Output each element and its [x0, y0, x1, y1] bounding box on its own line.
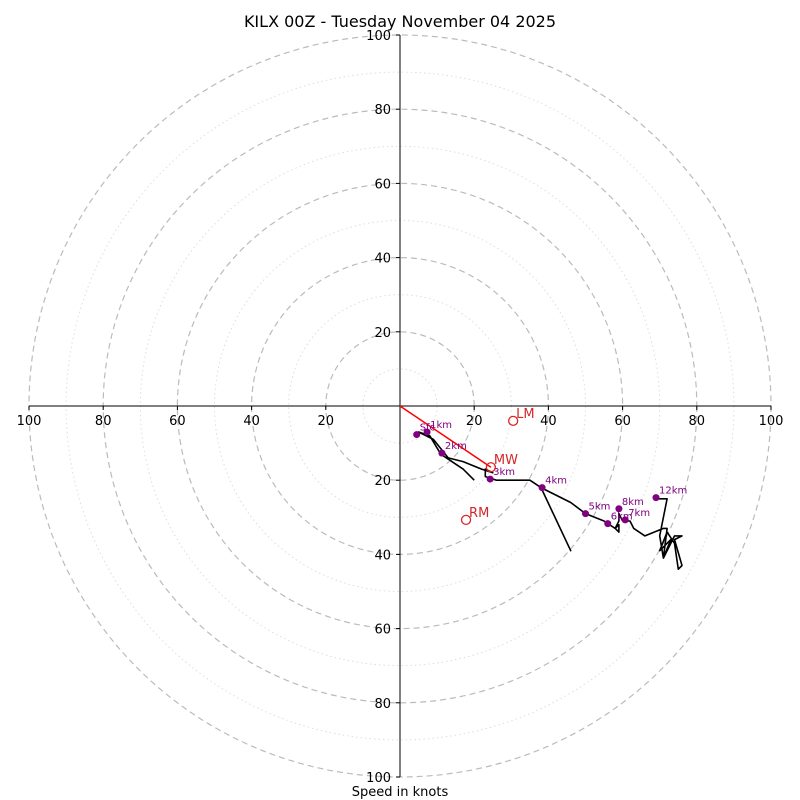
x-tick-label: 60 — [614, 414, 631, 429]
y-tick-label: 60 — [374, 623, 391, 638]
height-marker-6km — [604, 520, 612, 528]
x-tick-label: 60 — [169, 414, 186, 429]
hodograph-trace-layer — [417, 431, 683, 571]
x-tick-label: 80 — [689, 414, 706, 429]
tick-labels: 100 100 80 80 60 60 40 40 20 20 20 20 40 40 60 60 80 80 10… — [17, 29, 784, 786]
height-marker-5km — [582, 510, 589, 518]
height-marker-12km — [652, 494, 660, 502]
y-tick-label: 100 — [366, 771, 391, 786]
x-tick-label: 100 — [17, 414, 42, 429]
height-label-4km: 4km — [545, 476, 567, 487]
y-tick-label: 60 — [374, 177, 391, 192]
shear-vector-layer — [399, 405, 492, 468]
x-tick-label: 40 — [540, 414, 557, 429]
height-label-3km: 3km — [493, 467, 515, 478]
hodograph-trace — [417, 431, 683, 571]
height-label-5km: 5km — [589, 502, 611, 513]
chart-title: KILX 00Z - Tuesday November 04 2025 — [244, 12, 556, 31]
y-tick-label: 40 — [374, 252, 391, 267]
height-marker-sfc — [413, 431, 421, 439]
y-tick-label: 80 — [374, 697, 391, 712]
x-tick-label: 40 — [243, 414, 260, 429]
height-label-sfc: Sfc — [420, 423, 435, 434]
shear-vector-line — [399, 405, 492, 468]
height-marker-1km — [423, 428, 431, 436]
height-label-12km: 12km — [659, 486, 687, 497]
storm-motion-lm-marker — [508, 415, 519, 426]
height-label-8km: 8km — [622, 497, 644, 508]
storm-motion-rm-label: RM — [469, 506, 489, 521]
storm-motion-mw-marker — [485, 462, 497, 473]
storm-motion-rm-marker — [460, 514, 472, 526]
height-marker-3km — [486, 475, 494, 483]
height-label-7km: 7km — [628, 508, 650, 519]
height-marker-4km — [538, 484, 546, 492]
y-tick-label: 20 — [374, 326, 391, 341]
height-marker-8km — [615, 505, 623, 513]
height-label-1km: 1km — [430, 420, 452, 431]
x-tick-label: 100 — [759, 414, 784, 429]
height-marker-7km — [621, 516, 629, 524]
y-tick-label: 100 — [366, 29, 391, 44]
x-tick-label: 80 — [95, 414, 112, 429]
storm-motion-mw-label: MW — [494, 453, 518, 468]
storm-motion-markers: LM MW RM — [460, 407, 535, 526]
y-tick-label: 80 — [374, 103, 391, 118]
storm-motion-lm-label: LM — [516, 407, 534, 422]
x-tick-label: 20 — [318, 414, 335, 429]
y-tick-label: 20 — [374, 474, 391, 489]
height-label-2km: 2km — [445, 441, 467, 452]
y-tick-label: 40 — [374, 548, 391, 563]
x-tick-label: 20 — [466, 414, 483, 429]
x-axis-label: Speed in knots — [352, 785, 449, 800]
height-marker-2km — [438, 449, 446, 457]
height-label-6km: 6km — [611, 512, 633, 523]
